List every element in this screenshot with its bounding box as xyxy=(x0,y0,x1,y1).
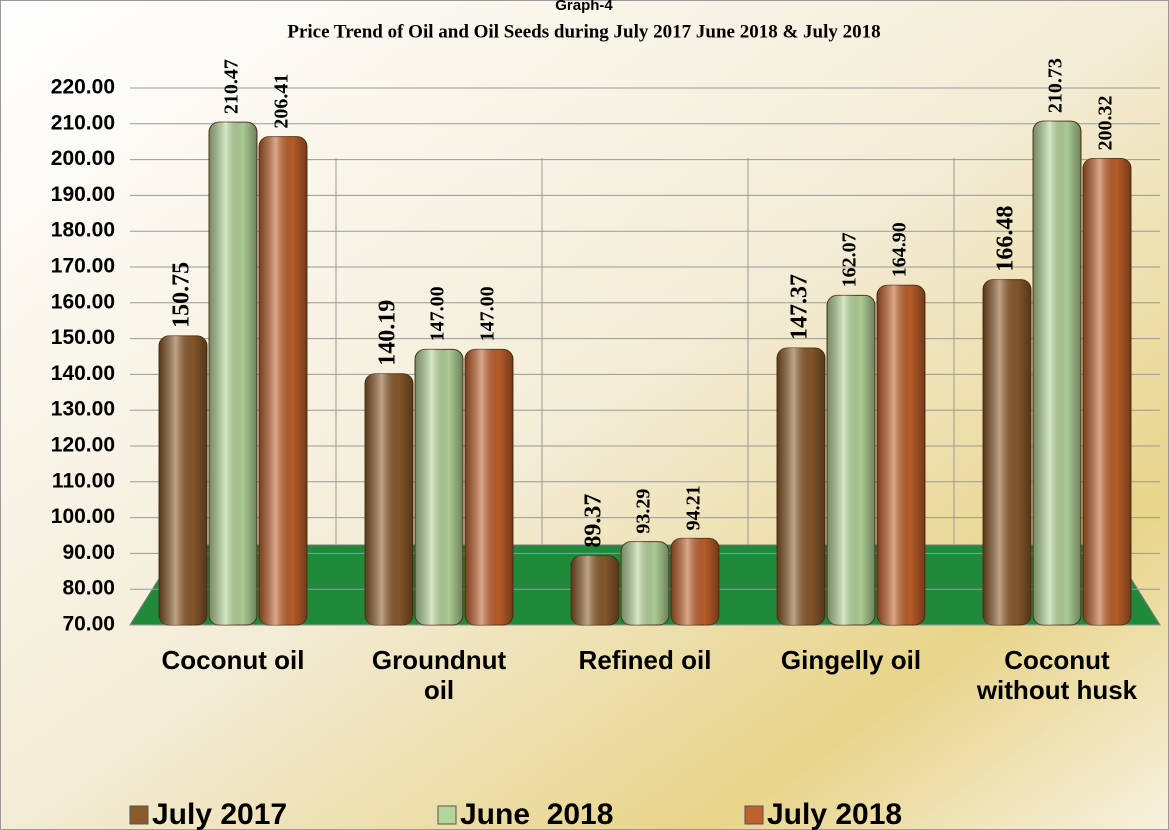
y-tick-label: 140.00 xyxy=(51,362,115,385)
data-label: 206.41 xyxy=(271,74,293,129)
x-tick-label: Groundnut oil xyxy=(371,645,507,705)
x-tick-label: Coconut oil xyxy=(161,645,305,675)
bar xyxy=(620,541,670,626)
bar xyxy=(464,348,514,626)
y-tick-label: 170.00 xyxy=(51,255,115,278)
legend-label: June 2018 xyxy=(460,798,613,830)
bar xyxy=(982,279,1032,626)
data-label: 162.07 xyxy=(839,232,861,287)
data-label: 140.19 xyxy=(375,300,401,366)
x-tick-label: Refined oil xyxy=(578,645,712,675)
y-tick-label: 220.00 xyxy=(51,76,115,99)
legend-swatch xyxy=(437,805,457,825)
data-label: 147.37 xyxy=(787,274,813,340)
y-tick-label: 100.00 xyxy=(51,505,115,528)
data-label: 210.73 xyxy=(1045,58,1067,113)
data-label: 200.32 xyxy=(1095,95,1117,150)
bar xyxy=(414,348,464,626)
y-tick-label: 160.00 xyxy=(51,290,115,313)
bar xyxy=(364,373,414,626)
data-label: 150.75 xyxy=(169,262,195,328)
supertitle: Graph-4 xyxy=(555,0,613,14)
legend-label: July 2018 xyxy=(767,798,902,830)
bar xyxy=(570,555,620,626)
data-label: 164.90 xyxy=(889,222,911,277)
bar xyxy=(158,335,208,626)
x-tick-label: Gingelly oil xyxy=(780,645,922,675)
y-tick-label: 70.00 xyxy=(62,613,115,636)
y-tick-label: 110.00 xyxy=(52,469,115,492)
data-label: 147.00 xyxy=(427,286,449,341)
bar xyxy=(258,136,308,626)
legend-swatch xyxy=(129,805,149,825)
data-label: 210.47 xyxy=(221,59,243,114)
data-label: 93.29 xyxy=(633,489,655,534)
bar xyxy=(1032,120,1082,626)
bar xyxy=(826,294,876,626)
chart-title: Price Trend of Oil and Oil Seeds during … xyxy=(287,21,880,42)
legend-label: July 2017 xyxy=(152,798,287,830)
y-tick-label: 130.00 xyxy=(51,398,115,421)
data-label: 94.21 xyxy=(683,485,705,530)
y-tick-label: 120.00 xyxy=(51,434,115,457)
y-tick-label: 90.00 xyxy=(62,541,115,564)
data-label: 89.37 xyxy=(581,494,607,548)
data-label: 147.00 xyxy=(477,286,499,341)
x-tick-label: Coconut without husk xyxy=(976,645,1138,705)
bar xyxy=(776,347,826,626)
bar xyxy=(670,537,720,626)
y-tick-label: 180.00 xyxy=(51,219,115,242)
y-tick-label: 210.00 xyxy=(51,111,115,134)
bar xyxy=(1082,157,1132,626)
bar xyxy=(208,121,258,626)
y-tick-label: 150.00 xyxy=(51,326,115,349)
y-tick-label: 190.00 xyxy=(51,183,115,206)
bar xyxy=(876,284,926,626)
y-tick-label: 200.00 xyxy=(51,147,115,170)
y-tick-label: 80.00 xyxy=(62,577,115,600)
legend-swatch xyxy=(744,805,764,825)
data-label: 166.48 xyxy=(993,206,1019,272)
